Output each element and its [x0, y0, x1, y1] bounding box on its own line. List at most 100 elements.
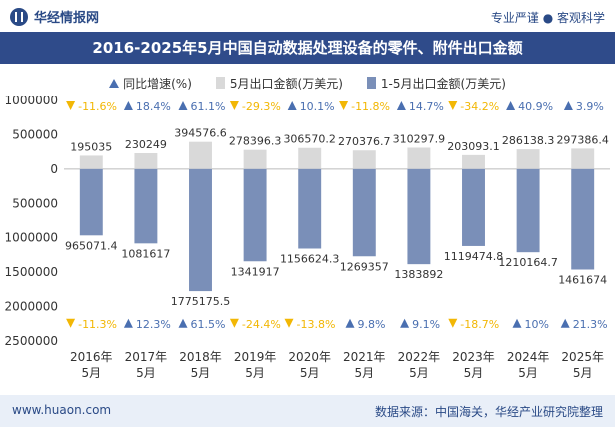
growth-label: 9.1%	[412, 318, 440, 331]
triangle-down-icon	[229, 101, 239, 110]
bar-cumulative	[352, 168, 376, 257]
y-tick-label: 500000	[12, 127, 58, 141]
data-label-cumulative: 1341917	[231, 265, 280, 278]
x-tick-label: 2024年	[507, 350, 550, 364]
bar-monthly	[189, 141, 212, 169]
data-label-monthly: 306570.2	[283, 133, 336, 146]
legend-cumulative-swatch	[366, 77, 376, 89]
x-tick-label: 5月	[191, 366, 211, 380]
x-tick-label: 2025年	[561, 350, 604, 364]
triangle-up-icon	[178, 318, 188, 328]
x-tick-label: 5月	[245, 366, 265, 380]
x-tick-label: 5月	[573, 366, 593, 380]
data-label-monthly: 310297.9	[393, 132, 446, 145]
x-tick-label: 5月	[464, 366, 484, 380]
x-tick-label: 2022年	[398, 350, 441, 364]
growth-label: -29.3%	[242, 100, 281, 113]
bar-monthly	[571, 148, 595, 169]
legend-cumulative: 1-5月出口金额(万美元)	[366, 75, 506, 92]
x-tick-label: 5月	[409, 366, 429, 380]
growth-label: 14.7%	[409, 100, 444, 113]
x-tick-label: 2021年	[343, 350, 386, 364]
triangle-up-icon	[396, 101, 406, 110]
bar-cumulative	[243, 168, 267, 262]
growth-label: -24.4%	[242, 318, 281, 331]
triangle-down-icon	[448, 101, 458, 110]
legend-cumulative-label: 1-5月出口金额(万美元)	[380, 76, 506, 91]
data-label-cumulative: 1119474.8	[444, 250, 504, 263]
triangle-up-icon	[178, 101, 188, 110]
growth-label: 3.9%	[576, 100, 604, 113]
growth-label: 18.4%	[136, 100, 171, 113]
bar-monthly	[462, 154, 485, 169]
x-tick-label: 2019年	[234, 350, 277, 364]
legend: 同比增速(%) 5月出口金额(万美元) 1-5月出口金额(万美元)	[0, 70, 615, 96]
growth-label: 40.9%	[518, 100, 553, 113]
growth-label: -18.7%	[460, 318, 499, 331]
triangle-down-icon	[229, 318, 239, 328]
growth-label: -13.8%	[297, 318, 336, 331]
logo: 华经情报网	[10, 7, 99, 26]
data-label-cumulative: 1775175.5	[171, 295, 231, 308]
x-tick-label: 2017年	[125, 350, 168, 364]
data-label-monthly: 394576.6	[174, 127, 227, 140]
y-tick-label: 2000000	[5, 300, 58, 314]
bar-cumulative	[462, 168, 485, 246]
bar-monthly	[243, 149, 267, 169]
legend-monthly: 5月出口金额(万美元)	[215, 75, 343, 92]
data-label-monthly: 195035	[70, 140, 112, 153]
growth-label: 61.1%	[191, 100, 226, 113]
bar-monthly	[516, 149, 540, 169]
x-tick-label: 5月	[81, 366, 101, 380]
triangle-up-icon	[123, 318, 133, 328]
bar-monthly	[79, 155, 103, 169]
growth-label: 61.5%	[191, 318, 226, 331]
bar-monthly	[134, 153, 158, 169]
x-tick-label: 5月	[136, 366, 156, 380]
bar-cumulative	[298, 168, 322, 249]
x-tick-label: 2018年	[179, 350, 222, 364]
triangle-down-icon	[66, 318, 76, 328]
growth-label: 12.3%	[136, 318, 171, 331]
data-label-monthly: 230249	[125, 138, 167, 151]
triangle-up-icon	[512, 318, 522, 328]
bar-cumulative	[407, 168, 431, 265]
triangle-up-icon	[109, 78, 120, 88]
triangle-down-icon	[339, 101, 349, 110]
footer: www.huaon.com 数据来源：中国海关，华经产业研究院整理	[0, 395, 615, 427]
bar-cumulative	[571, 168, 595, 270]
bar-cumulative	[79, 168, 103, 236]
data-label-cumulative: 1210164.7	[498, 256, 558, 269]
legend-growth: 同比增速(%)	[109, 75, 192, 92]
data-label-cumulative: 1156624.3	[280, 252, 340, 265]
triangle-down-icon	[284, 318, 294, 328]
footer-website[interactable]: www.huaon.com	[12, 403, 112, 417]
legend-monthly-swatch	[215, 77, 225, 89]
top-bar: 华经情报网 专业严谨 ● 客观科学	[0, 0, 615, 32]
y-tick-label: 1000000	[5, 96, 58, 107]
growth-label: 10%	[525, 318, 549, 331]
triangle-down-icon	[448, 318, 458, 328]
growth-label: -11.3%	[78, 318, 117, 331]
legend-monthly-label: 5月出口金额(万美元)	[229, 76, 343, 91]
x-tick-label: 2016年	[70, 350, 113, 364]
y-tick-label: 2500000	[5, 334, 58, 348]
bar-cumulative	[134, 168, 158, 244]
growth-label: -11.6%	[78, 100, 117, 113]
bar-monthly	[352, 150, 376, 169]
data-label-monthly: 278396.3	[229, 135, 282, 148]
data-label-monthly: 297386.4	[556, 133, 609, 146]
data-label-monthly: 270376.7	[338, 135, 391, 148]
x-tick-label: 5月	[518, 366, 538, 380]
logo-icon	[10, 7, 28, 26]
bar-cumulative	[189, 168, 212, 292]
slogan: 专业严谨 ● 客观科学	[490, 11, 605, 25]
growth-label: 21.3%	[573, 318, 608, 331]
x-tick-label: 5月	[300, 366, 320, 380]
x-tick-label: 2023年	[452, 350, 495, 364]
growth-label: -11.8%	[351, 100, 390, 113]
bar-monthly	[407, 147, 431, 169]
bar-cumulative	[516, 168, 540, 253]
footer-source: 数据来源：中国海关，华经产业研究院整理	[374, 405, 603, 419]
x-tick-label: 5月	[354, 366, 374, 380]
